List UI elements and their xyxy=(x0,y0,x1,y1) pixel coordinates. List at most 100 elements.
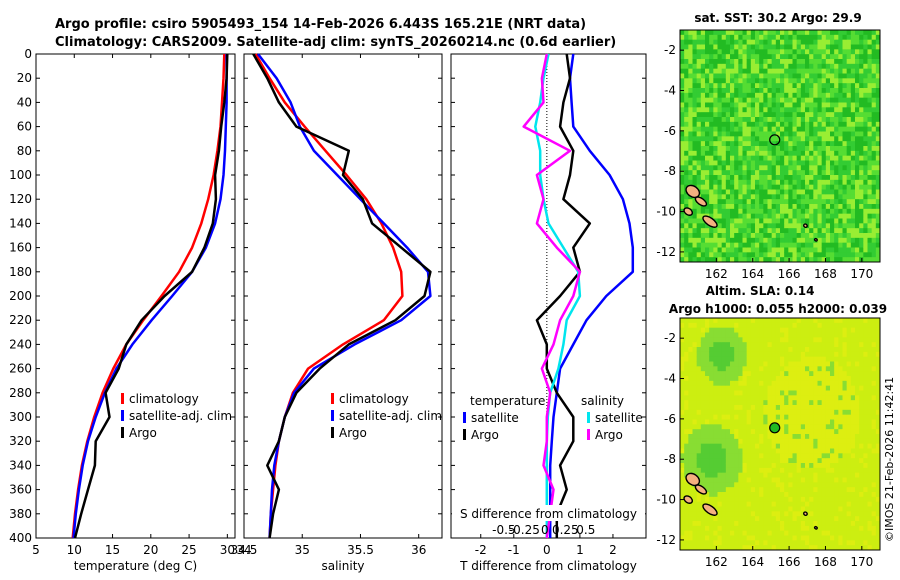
sst-grid-cell xyxy=(846,30,852,36)
sla-grid-cell xyxy=(838,424,843,430)
sla-grid-cell xyxy=(867,463,873,469)
temperature-xtick-label: 15 xyxy=(105,543,120,557)
sla-grid-cell xyxy=(867,405,873,411)
sla-island xyxy=(702,503,718,516)
sst-grid-cell xyxy=(863,112,868,118)
sla-grid-cell xyxy=(700,492,706,498)
sst-grid-cell xyxy=(713,39,718,45)
sst-grid-cell xyxy=(805,204,810,210)
sla-grid-cell xyxy=(817,332,823,338)
sla-grid-cell xyxy=(821,434,827,440)
sla-grid-cell xyxy=(780,327,785,333)
sst-grid-cell xyxy=(830,146,835,152)
sst-grid-cell xyxy=(742,257,748,263)
sla-grid-cell xyxy=(821,361,827,367)
sst-grid-cell xyxy=(867,247,873,253)
sst-grid-cell xyxy=(684,49,689,55)
sla-grid-cell xyxy=(830,448,835,454)
sst-grid-cell xyxy=(700,228,706,234)
sst-grid-cell xyxy=(792,39,798,45)
sla-grid-cell xyxy=(767,409,773,416)
sst-grid-cell xyxy=(696,160,702,166)
sla-grid-cell xyxy=(755,405,760,411)
sst-grid-cell xyxy=(680,247,685,253)
sst-grid-cell xyxy=(709,92,714,99)
sla-grid-cell xyxy=(680,453,685,459)
difference-plot-frame xyxy=(450,53,647,539)
sst-grid-cell xyxy=(830,117,835,123)
sst-grid-cell xyxy=(800,97,806,103)
sst-grid-cell xyxy=(821,78,827,84)
sst-grid-cell xyxy=(784,165,789,171)
sst-grid-cell xyxy=(759,73,764,79)
sst-grid-cell xyxy=(738,83,743,89)
sla-grid-cell xyxy=(834,501,839,507)
sla-grid-cell xyxy=(730,458,735,464)
sla-grid-cell xyxy=(709,448,714,454)
sla-grid-cell xyxy=(830,525,835,532)
sst-grid-cell xyxy=(813,107,818,113)
sla-grid-cell xyxy=(867,390,873,396)
sla-grid-cell xyxy=(759,371,764,377)
sla-grid-cell xyxy=(767,371,773,377)
sla-ytick-label: -2 xyxy=(664,331,676,345)
sla-grid-cell xyxy=(838,492,843,498)
sst-grid-cell xyxy=(750,112,756,118)
sst-grid-cell xyxy=(750,150,756,157)
sst-grid-cell xyxy=(680,252,685,258)
sst-grid-cell xyxy=(830,121,835,128)
sst-grid-cell xyxy=(700,126,706,132)
sst-grid-cell xyxy=(825,73,831,79)
sla-grid-cell xyxy=(796,496,802,503)
sst-grid-cell xyxy=(813,194,818,200)
sla-grid-cell xyxy=(855,434,860,440)
sla-grid-cell xyxy=(759,366,764,372)
header-line2: Climatology: CARS2009. Satellite-adj cli… xyxy=(55,35,616,50)
sla-grid-cell xyxy=(867,443,873,449)
sst-grid-cell xyxy=(742,121,748,128)
sst-grid-cell xyxy=(734,213,739,219)
sla-grid-cell xyxy=(830,530,835,536)
sla-grid-cell xyxy=(838,342,843,348)
sla-grid-cell xyxy=(696,409,702,416)
sst-grid-cell xyxy=(738,78,743,84)
sla-grid-cell xyxy=(775,453,781,459)
sst-grid-cell xyxy=(805,34,810,41)
sst-grid-cell xyxy=(784,39,789,45)
sst-grid-cell xyxy=(842,97,848,103)
sst-grid-cell xyxy=(788,247,793,253)
sst-grid-cell xyxy=(821,136,827,142)
sla-grid-cell xyxy=(705,337,710,343)
sst-grid-cell xyxy=(805,208,810,215)
sst-grid-cell xyxy=(846,88,852,94)
sst-grid-cell xyxy=(746,204,752,210)
sla-grid-cell xyxy=(855,463,860,469)
sla-grid-cell xyxy=(825,351,831,358)
sla-grid-cell xyxy=(809,443,814,449)
sst-grid-cell xyxy=(713,150,718,157)
sla-grid-cell xyxy=(821,400,827,406)
sla-grid-cell xyxy=(842,434,848,440)
sst-grid-cell xyxy=(696,73,702,79)
sla-grid-cell xyxy=(709,453,714,459)
sla-grid-cell xyxy=(850,458,856,464)
sla-grid-cell xyxy=(775,390,781,396)
sla-grid-cell xyxy=(709,525,714,532)
sst-grid-cell xyxy=(730,146,735,152)
sla-grid-cell xyxy=(755,424,760,430)
sla-grid-cell xyxy=(788,453,793,459)
sst-grid-cell xyxy=(813,257,818,263)
sst-grid-cell xyxy=(700,218,706,224)
sla-grid-cell xyxy=(713,380,718,387)
sst-grid-cell xyxy=(725,136,731,142)
sla-grid-cell xyxy=(775,492,781,498)
sla-grid-cell xyxy=(863,434,868,440)
sla-grid-cell xyxy=(800,458,806,464)
sst-grid-cell xyxy=(725,199,731,205)
sla-grid-cell xyxy=(834,458,839,464)
sst-grid-cell xyxy=(700,179,706,186)
sla-grid-cell xyxy=(734,361,739,367)
sla-grid-cell xyxy=(771,390,777,396)
sla-grid-cell xyxy=(700,540,706,546)
sst-grid-cell xyxy=(721,44,727,50)
